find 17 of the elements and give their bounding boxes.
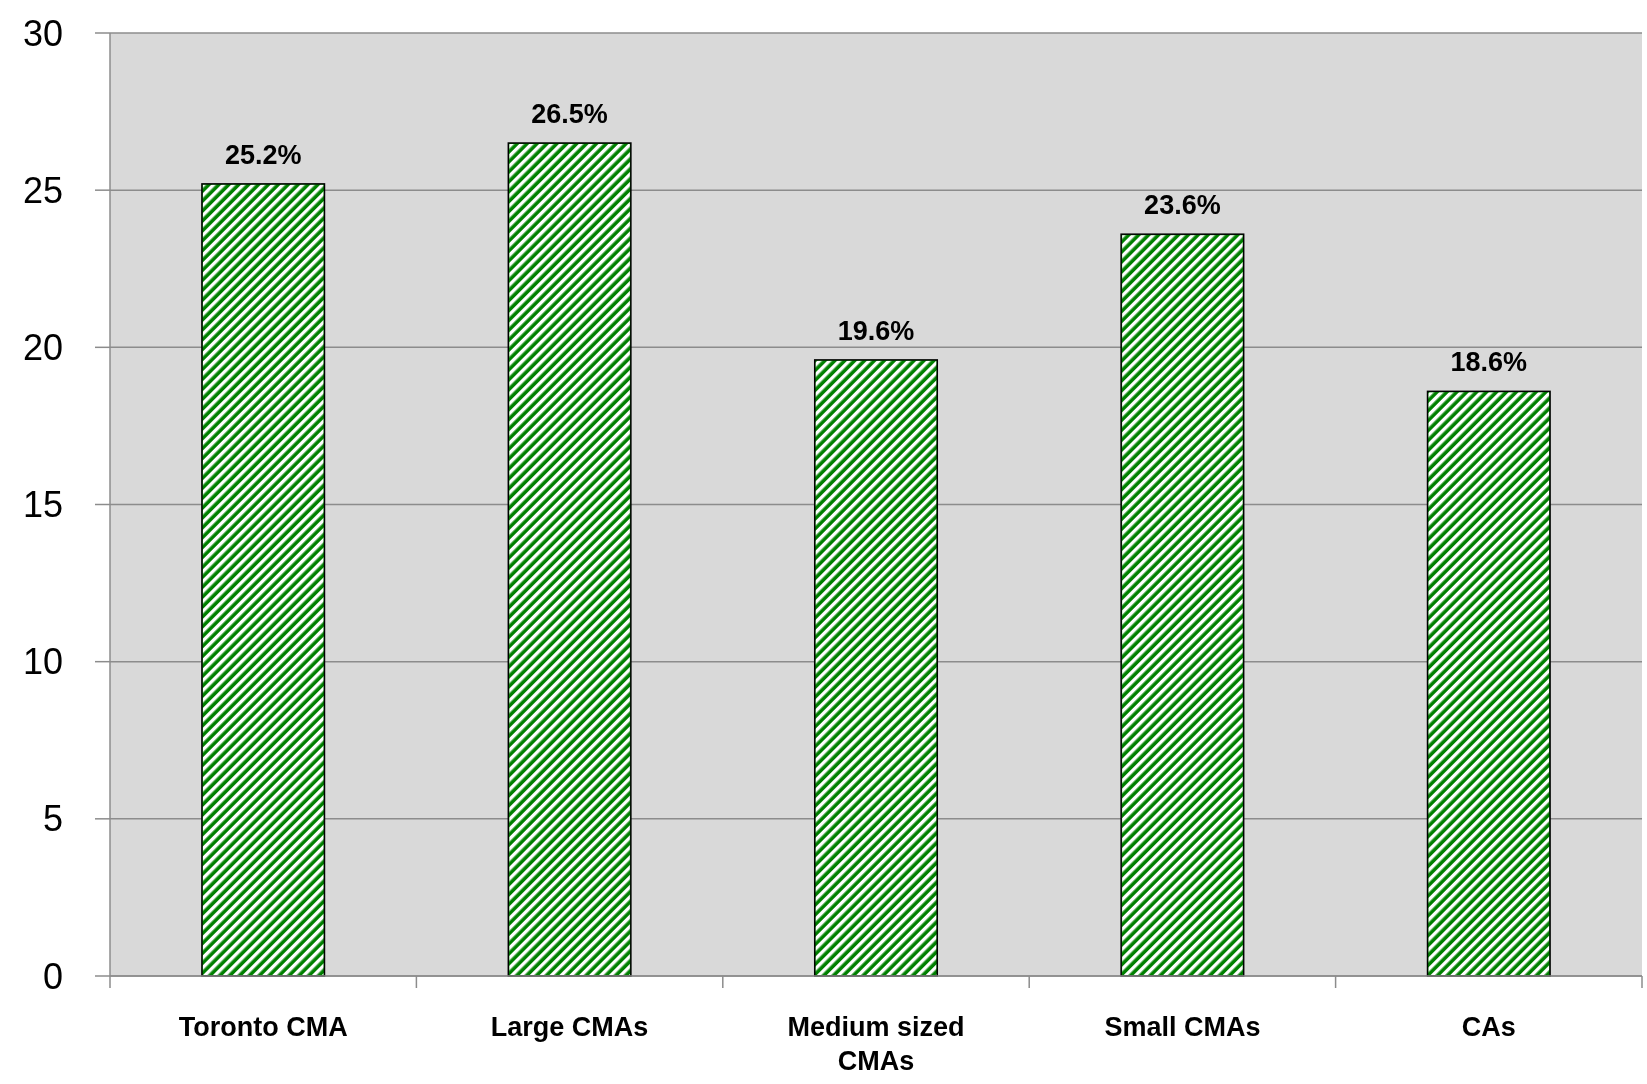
y-tick-label: 25 <box>22 169 63 211</box>
y-tick-label: 15 <box>22 484 63 525</box>
x-tick-label: Large CMAs <box>490 1012 649 1042</box>
y-tick-label: 10 <box>22 641 63 683</box>
data-label: 26.5% <box>531 99 608 130</box>
data-label: 25.2% <box>224 139 302 170</box>
data-label: 23.6% <box>1144 190 1221 221</box>
x-tick-label: CAs <box>1461 1012 1516 1042</box>
data-label: 19.6% <box>837 315 915 346</box>
x-tick-label: Medium sized CMAs <box>787 1012 965 1076</box>
y-tick-label: 20 <box>22 326 63 368</box>
x-tick-label: Toronto CMA <box>178 1012 348 1042</box>
x-tick-label: Small CMAs <box>1104 1012 1261 1042</box>
y-tick-label: 0 <box>42 955 63 997</box>
y-tick-label: 5 <box>42 798 63 840</box>
data-label: 18.6% <box>1450 347 1528 378</box>
y-tick-label: 30 <box>22 12 63 54</box>
